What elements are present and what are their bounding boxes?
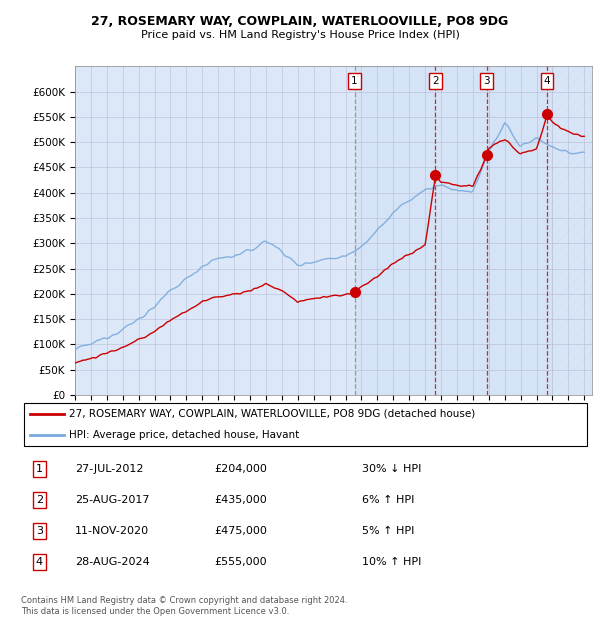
Text: 11-NOV-2020: 11-NOV-2020 [75, 526, 149, 536]
Text: £555,000: £555,000 [214, 557, 267, 567]
Text: 27-JUL-2012: 27-JUL-2012 [75, 464, 143, 474]
Text: 27, ROSEMARY WAY, COWPLAIN, WATERLOOVILLE, PO8 9DG: 27, ROSEMARY WAY, COWPLAIN, WATERLOOVILL… [91, 15, 509, 27]
Text: 3: 3 [36, 526, 43, 536]
Text: £435,000: £435,000 [214, 495, 267, 505]
Text: 6% ↑ HPI: 6% ↑ HPI [362, 495, 415, 505]
Text: 25-AUG-2017: 25-AUG-2017 [75, 495, 149, 505]
Text: HPI: Average price, detached house, Havant: HPI: Average price, detached house, Hava… [70, 430, 299, 440]
Bar [553, 66, 592, 395]
Text: 2: 2 [35, 495, 43, 505]
Text: 30% ↓ HPI: 30% ↓ HPI [362, 464, 422, 474]
FancyBboxPatch shape [24, 403, 587, 446]
Text: 4: 4 [544, 76, 550, 86]
Text: 4: 4 [35, 557, 43, 567]
Text: £475,000: £475,000 [214, 526, 267, 536]
Text: 1: 1 [351, 76, 358, 86]
Text: 2: 2 [432, 76, 439, 86]
Text: 27, ROSEMARY WAY, COWPLAIN, WATERLOOVILLE, PO8 9DG (detached house): 27, ROSEMARY WAY, COWPLAIN, WATERLOOVILL… [70, 409, 476, 419]
Text: Contains HM Land Registry data © Crown copyright and database right 2024.
This d: Contains HM Land Registry data © Crown c… [21, 596, 347, 616]
Text: 1: 1 [36, 464, 43, 474]
Text: 10% ↑ HPI: 10% ↑ HPI [362, 557, 422, 567]
Text: 5% ↑ HPI: 5% ↑ HPI [362, 526, 415, 536]
Text: 28-AUG-2024: 28-AUG-2024 [75, 557, 150, 567]
Text: 3: 3 [484, 76, 490, 86]
Text: Price paid vs. HM Land Registry's House Price Index (HPI): Price paid vs. HM Land Registry's House … [140, 30, 460, 40]
Text: £204,000: £204,000 [214, 464, 267, 474]
Bar [355, 66, 553, 395]
